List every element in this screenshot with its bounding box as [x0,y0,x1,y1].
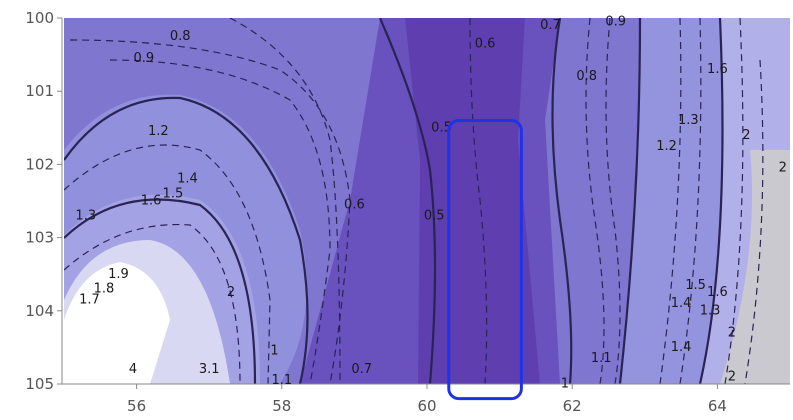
contour-labels: 0.80.90.60.7 0.90.8 1.61.2 0.5 1.31.221.41.5… [75,14,786,391]
contour-label: 2 [227,285,235,300]
x-tick-label: 64 [708,397,727,415]
band-0.5 [405,18,540,384]
contour-line-solid [64,96,309,384]
contour-label: 1.6 [141,194,162,209]
x-axis-ticks: 56 58 60 62 64 [127,384,727,415]
highlight-box [447,118,523,401]
y-tick-label: 101 [25,82,54,100]
contour-label: 1.1 [271,373,292,388]
contour-line-dashed [724,18,744,384]
contour-line-dashed [469,18,488,384]
contour-label: 0.5 [424,208,445,223]
contour-label: 0.9 [605,14,626,29]
contour-label: 1.3 [700,303,721,318]
contour-label: 0.9 [134,51,155,66]
contour-label: 0.8 [170,29,191,44]
contour-label: 1.9 [108,267,129,282]
contour-label: 1.4 [671,296,692,311]
band-hot-right [720,150,790,384]
contour-lines [64,18,764,384]
contour-label: 1.4 [177,172,198,187]
x-tick-label: 56 [127,397,146,415]
contour-label: 1.6 [707,62,728,77]
contour-line-solid [618,18,642,384]
y-tick-label: 103 [25,229,54,247]
contour-label: 0.6 [344,197,365,212]
y-tick-label: 105 [25,375,54,393]
contour-label: 1.5 [685,278,706,293]
contour-line-dashed [229,18,341,384]
contour-label: 2 [742,128,750,143]
contour-label: 0.5 [431,120,452,135]
highlight-layer [447,118,523,401]
y-tick-label: 102 [25,155,54,173]
contour-label: 1.7 [79,292,100,307]
contour-label: 2 [728,325,736,340]
contour-label: 1.6 [707,285,728,300]
contour-line-dashed [69,39,351,384]
contour-line-solid [551,18,573,384]
contour-label: 0.7 [351,362,372,377]
contour-label: 1 [270,344,278,359]
contour-line-dashed [109,59,331,384]
contour-line-solid [378,18,437,384]
contour-label: 1.2 [656,139,677,154]
contour-line-dashed [605,18,621,384]
x-tick-label: 60 [417,397,436,415]
contour-label: 1.4 [671,340,692,355]
x-tick-label: 62 [563,397,582,415]
y-axis-ticks: 100 101 102 103 104 105 [25,9,62,393]
contour-line-dashed [659,18,682,384]
contour-label: 1.8 [94,282,115,297]
contour-label: 1.1 [591,351,612,366]
contour-label: 4 [129,362,137,377]
y-tick-label: 100 [25,9,54,27]
contour-label: 2 [779,161,787,176]
x-tick-label: 58 [272,397,291,415]
contour-label: 0.6 [475,36,496,51]
contour-label: 2 [728,369,736,384]
contour-line-solid [64,198,257,384]
contour-line-dashed [64,144,271,384]
contour-line-solid [698,18,724,384]
y-tick-label: 104 [25,302,54,320]
contour-label: 1.5 [163,186,184,201]
contour-label: 0.7 [540,18,561,33]
contour-label: 1.3 [678,113,699,128]
contour-bands [64,18,790,384]
axes-frame [61,18,790,385]
contour-line-dashed [64,223,241,384]
contour-label: 1.3 [75,208,96,223]
contour-label: 1.2 [148,124,169,139]
contour-label: 3.1 [199,362,220,377]
band-white-left [64,262,170,384]
contour-label: 1 [561,377,569,392]
contour-label: 0.8 [576,69,597,84]
contour-line-dashed [679,18,702,384]
